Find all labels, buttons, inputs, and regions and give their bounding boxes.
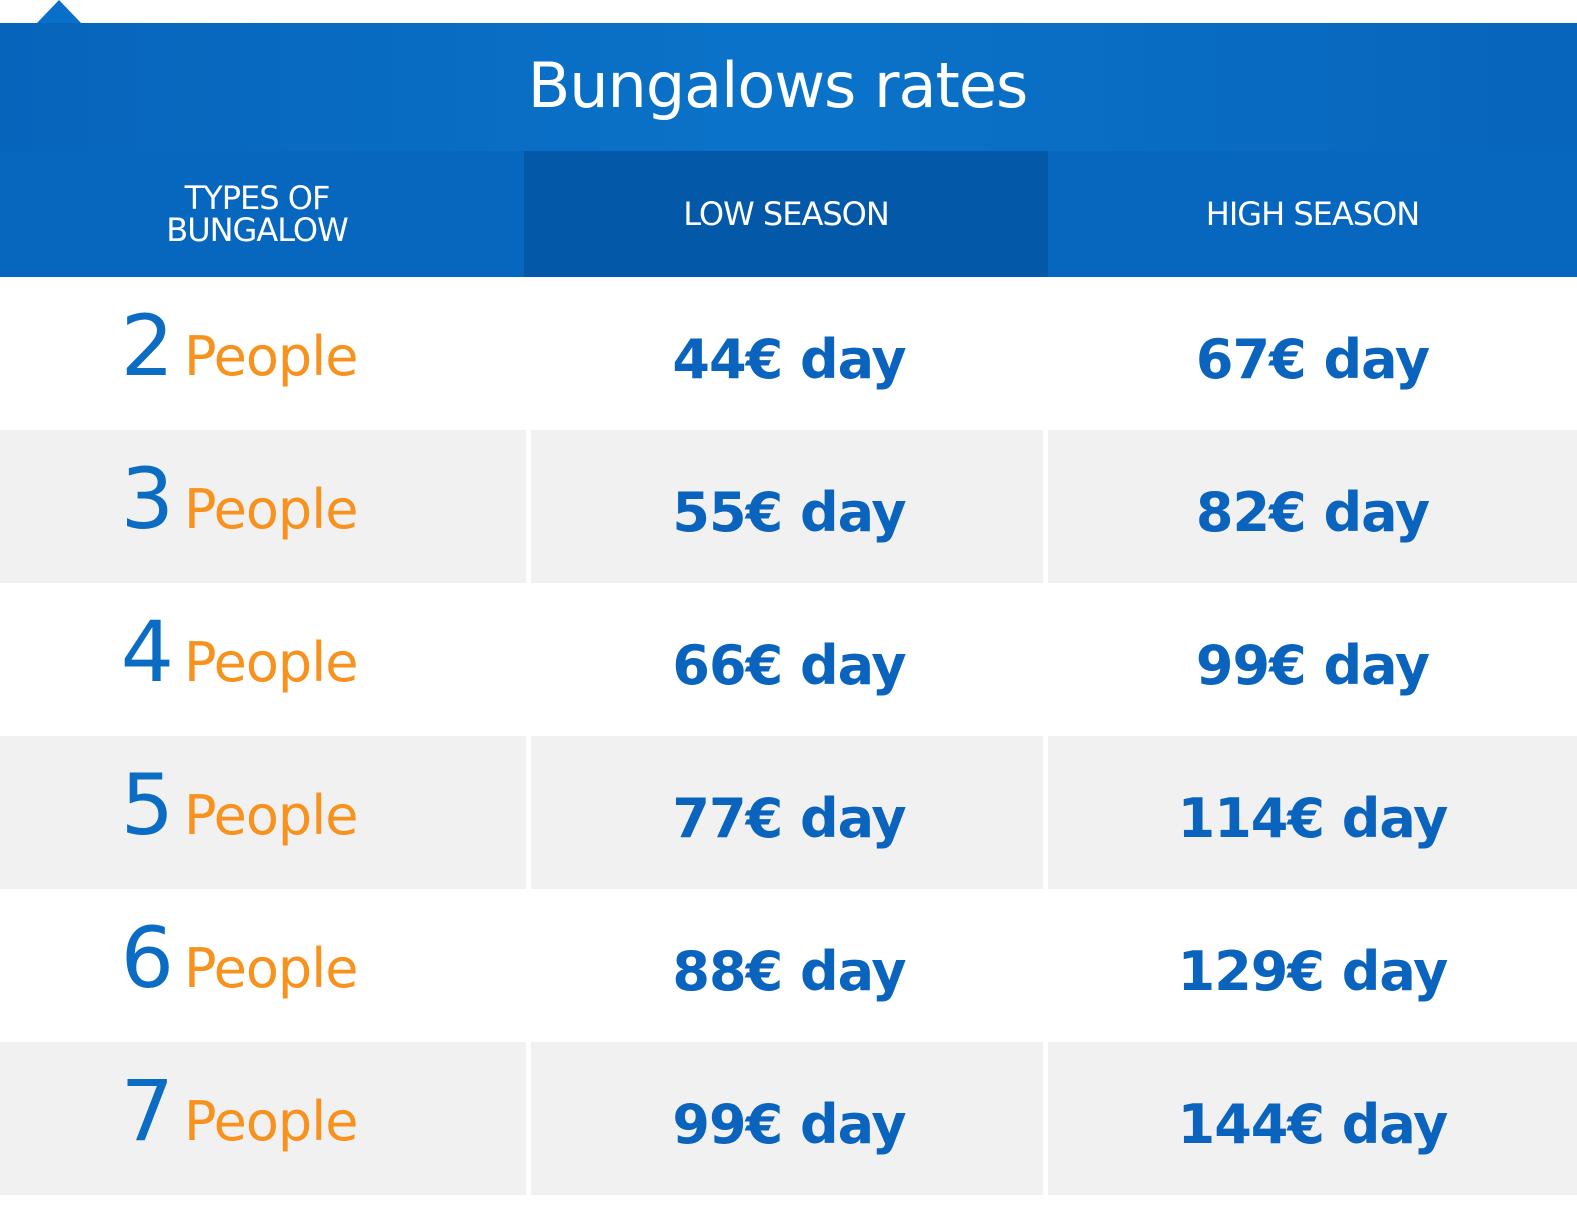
low-season-price: 77€ day bbox=[672, 787, 906, 850]
bungalow-type-cell: 2 People bbox=[0, 277, 526, 430]
bungalow-type: 7 People bbox=[120, 1061, 359, 1160]
table-row: 4 People 66€ day 99€ day bbox=[0, 583, 1577, 736]
people-label: People bbox=[184, 783, 358, 847]
people-label: People bbox=[184, 1089, 358, 1153]
bungalow-type: 4 People bbox=[120, 602, 359, 701]
low-season-price: 44€ day bbox=[672, 328, 906, 391]
title-banner: Bungalows rates bbox=[0, 23, 1577, 151]
table-row: 3 People 55€ day 82€ day bbox=[0, 430, 1577, 583]
bungalow-type: 2 People bbox=[120, 296, 359, 395]
low-season-cell: 55€ day bbox=[526, 430, 1043, 583]
column-header-low-season-label: LOW SEASON bbox=[683, 195, 890, 233]
bungalow-type: 6 People bbox=[120, 908, 359, 1007]
column-header-high-season-label: HIGH SEASON bbox=[1205, 195, 1420, 233]
people-label: People bbox=[184, 324, 358, 388]
low-season-cell: 88€ day bbox=[526, 889, 1043, 1042]
people-count: 7 bbox=[120, 1061, 174, 1160]
high-season-price: 144€ day bbox=[1177, 1093, 1449, 1156]
column-header-type-label: TYPES OF BUNGALOW bbox=[166, 179, 349, 249]
people-count: 6 bbox=[120, 908, 174, 1007]
column-header-low-season: LOW SEASON bbox=[524, 151, 1048, 277]
bungalow-type-cell: 4 People bbox=[0, 583, 526, 736]
low-season-cell: 77€ day bbox=[526, 736, 1043, 889]
high-season-cell: 99€ day bbox=[1043, 583, 1577, 736]
high-season-price: 114€ day bbox=[1177, 787, 1449, 850]
rates-table-body: 2 People 44€ day 67€ day 3 People 55€ da… bbox=[0, 277, 1577, 1195]
high-season-price: 129€ day bbox=[1177, 940, 1449, 1003]
high-season-cell: 82€ day bbox=[1043, 430, 1577, 583]
low-season-price: 99€ day bbox=[672, 1093, 906, 1156]
bungalow-type-cell: 6 People bbox=[0, 889, 526, 1042]
table-row: 2 People 44€ day 67€ day bbox=[0, 277, 1577, 430]
high-season-price: 67€ day bbox=[1195, 328, 1430, 391]
people-count: 4 bbox=[120, 602, 174, 701]
bungalow-type: 5 People bbox=[120, 755, 359, 854]
people-label: People bbox=[184, 477, 358, 541]
title-pointer-notch bbox=[36, 0, 82, 24]
high-season-cell: 114€ day bbox=[1043, 736, 1577, 889]
column-header-type: TYPES OF BUNGALOW bbox=[0, 151, 524, 277]
high-season-price: 99€ day bbox=[1195, 634, 1430, 697]
bungalow-type-cell: 3 People bbox=[0, 430, 526, 583]
table-row: 6 People 88€ day 129€ day bbox=[0, 889, 1577, 1042]
low-season-price: 55€ day bbox=[672, 481, 906, 544]
low-season-cell: 99€ day bbox=[526, 1042, 1043, 1195]
people-label: People bbox=[184, 936, 358, 1000]
low-season-price: 88€ day bbox=[672, 940, 906, 1003]
people-count: 2 bbox=[120, 296, 174, 395]
high-season-cell: 144€ day bbox=[1043, 1042, 1577, 1195]
bungalow-type: 3 People bbox=[120, 449, 359, 548]
table-row: 7 People 99€ day 144€ day bbox=[0, 1042, 1577, 1195]
page-title: Bungalows rates bbox=[527, 48, 1029, 122]
column-header-high-season: HIGH SEASON bbox=[1048, 151, 1577, 277]
low-season-cell: 44€ day bbox=[526, 277, 1043, 430]
high-season-cell: 129€ day bbox=[1043, 889, 1577, 1042]
high-season-price: 82€ day bbox=[1195, 481, 1430, 544]
high-season-cell: 67€ day bbox=[1043, 277, 1577, 430]
people-count: 3 bbox=[120, 449, 174, 548]
bungalow-type-cell: 7 People bbox=[0, 1042, 526, 1195]
low-season-cell: 66€ day bbox=[526, 583, 1043, 736]
table-header: TYPES OF BUNGALOW LOW SEASON HIGH SEASON bbox=[0, 151, 1577, 277]
low-season-price: 66€ day bbox=[672, 634, 906, 697]
people-label: People bbox=[184, 630, 358, 694]
bungalow-type-cell: 5 People bbox=[0, 736, 526, 889]
people-count: 5 bbox=[120, 755, 174, 854]
table-row: 5 People 77€ day 114€ day bbox=[0, 736, 1577, 889]
